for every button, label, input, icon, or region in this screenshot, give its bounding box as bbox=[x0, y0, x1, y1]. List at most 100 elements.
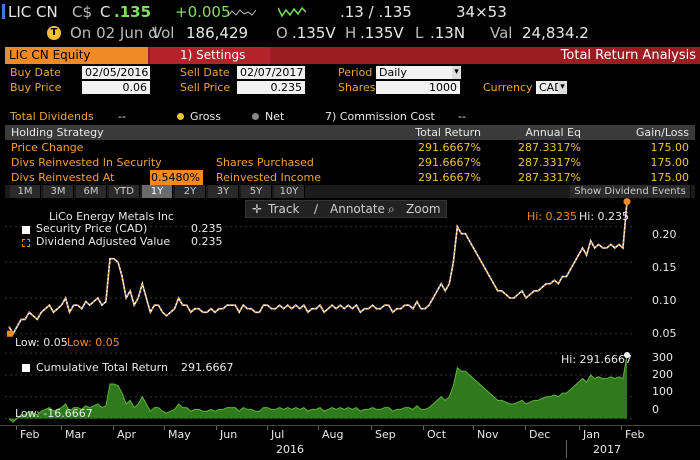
row-label: Divs Reinvested At bbox=[11, 171, 115, 184]
open-value: .135V bbox=[292, 24, 336, 42]
vol-label: Vol bbox=[152, 24, 175, 42]
month-label: Feb bbox=[20, 428, 40, 441]
range-5y[interactable]: 5Y bbox=[241, 185, 272, 198]
ticker-marker bbox=[2, 4, 5, 19]
shares-label: Shares bbox=[338, 81, 376, 94]
annotate-button[interactable]: Annotate bbox=[330, 202, 385, 216]
security-name: LIC CN Equity bbox=[9, 48, 91, 62]
legend-dividend-value: 0.235 bbox=[191, 235, 223, 248]
volume-spark-icon bbox=[278, 6, 306, 18]
range-1m[interactable]: 1M bbox=[10, 185, 41, 198]
buy-price-field[interactable]: 0.06 bbox=[82, 81, 150, 94]
return-chart-svg bbox=[5, 351, 635, 423]
reinvest-rate-field[interactable]: 0.5480% bbox=[150, 170, 203, 185]
month-label: Jun bbox=[220, 428, 238, 441]
y-tick: 0.05 bbox=[652, 327, 677, 340]
track-button[interactable]: Track bbox=[268, 202, 300, 216]
val-value: 24,834.2 bbox=[522, 24, 589, 42]
row-label: Price Change bbox=[11, 141, 84, 154]
annual-eq-cell: 287.3317% bbox=[518, 171, 581, 184]
month-label: Jul bbox=[271, 428, 285, 441]
sell-date-field[interactable]: 02/07/2017 bbox=[237, 66, 305, 79]
ticker-date: On 02 Jun d bbox=[70, 24, 158, 42]
page-title: Total Return Analysis bbox=[560, 48, 696, 63]
low-label-price: Low: 0.05 bbox=[15, 336, 68, 349]
show-dividend-events-button[interactable]: Show Dividend Events bbox=[570, 185, 691, 198]
y-tick: 0 bbox=[652, 403, 659, 416]
month-label: Dec bbox=[529, 428, 551, 441]
range-ytd[interactable]: YTD bbox=[109, 185, 140, 198]
open-label: O bbox=[276, 24, 288, 42]
bid-ask-size: 34×53 bbox=[456, 3, 507, 21]
y-tick: 300 bbox=[652, 351, 673, 364]
gain-loss-cell: 175.00 bbox=[650, 156, 690, 169]
alert-icon[interactable]: T bbox=[47, 26, 61, 40]
table-header: Holding Strategy Total Return Annual Eq … bbox=[5, 125, 695, 140]
month-label: Nov bbox=[477, 428, 499, 441]
month-label: Jan bbox=[583, 428, 600, 441]
range-10y[interactable]: 10Y bbox=[274, 185, 305, 198]
commission-value: -- bbox=[458, 110, 466, 123]
legend-swatch-price bbox=[22, 226, 30, 234]
total-return-cell: 291.6667% bbox=[418, 171, 481, 184]
range-3y[interactable]: 3Y bbox=[208, 185, 239, 198]
search-icon: ⌕ bbox=[388, 202, 395, 216]
net-label: Net bbox=[265, 110, 285, 123]
table-row: Price Change 291.6667% 287.3317% 175.00 bbox=[5, 140, 695, 155]
x-tick bbox=[621, 426, 622, 430]
x-tick bbox=[61, 426, 62, 430]
x-tick bbox=[371, 426, 372, 430]
month-label: Sep bbox=[375, 428, 396, 441]
net-radio[interactable] bbox=[252, 113, 259, 120]
low-label-dividend: Low: 0.05 bbox=[67, 336, 120, 349]
range-6m[interactable]: 6M bbox=[76, 185, 107, 198]
y-tick: 200 bbox=[652, 368, 673, 381]
col-holding-strategy: Holding Strategy bbox=[11, 126, 104, 139]
shares-field[interactable]: 1000 bbox=[376, 81, 460, 94]
return-line bbox=[8, 354, 628, 423]
y-tick: 0.15 bbox=[652, 261, 677, 274]
total-return-cell: 291.6667% bbox=[418, 141, 481, 154]
price-chart[interactable]: ✛ Track ∕ Annotate ⌕ Zoom LiCo Energy Me… bbox=[5, 198, 635, 349]
sell-price-field[interactable]: 0.235 bbox=[237, 81, 305, 94]
x-axis: Feb Mar Apr May Jun Jul Aug Sep Oct Nov Dec Jan Feb … bbox=[0, 425, 700, 460]
y-tick: 100 bbox=[652, 385, 673, 398]
currency-select[interactable]: CAD bbox=[536, 81, 563, 94]
year-label-2017: 2017 bbox=[593, 443, 621, 456]
ticker-bar: LIC CN C$ C .135 +0.005 .13 / .135 34×53… bbox=[0, 0, 700, 44]
hi-label-price: Hi: 0.235 bbox=[579, 210, 630, 223]
security-field[interactable]: LIC CN Equity bbox=[5, 47, 148, 64]
buy-price-label: Buy Price bbox=[10, 81, 62, 94]
buy-date-field[interactable]: 02/05/2016 bbox=[82, 66, 150, 79]
legend-swatch-return bbox=[22, 364, 30, 372]
settings-label: 1) Settings bbox=[180, 48, 246, 62]
x-tick bbox=[16, 426, 17, 430]
chevron-down-icon[interactable]: ▾ bbox=[558, 81, 567, 94]
settings-button[interactable]: 1) Settings bbox=[150, 47, 270, 64]
period-select[interactable]: Daily bbox=[376, 66, 452, 79]
gain-loss-cell: 175.00 bbox=[650, 141, 690, 154]
table-row: Divs Reinvested At 0.5480% Reinvested In… bbox=[5, 170, 695, 185]
range-1y[interactable]: 1Y bbox=[142, 185, 173, 198]
zoom-button[interactable]: Zoom bbox=[406, 202, 441, 216]
commission-button[interactable]: 7) Commission Cost bbox=[325, 110, 435, 123]
price-y-axis: 0.20 0.15 0.10 0.05 bbox=[635, 198, 700, 348]
chevron-down-icon[interactable]: ▾ bbox=[452, 66, 461, 79]
x-tick bbox=[113, 426, 114, 430]
range-2y[interactable]: 2Y bbox=[175, 185, 206, 198]
gain-loss-cell: 175.00 bbox=[650, 171, 690, 184]
buy-date-label: Buy Date bbox=[10, 66, 61, 79]
company-name: LiCo Energy Metals Inc bbox=[49, 210, 174, 223]
col-total-return: Total Return bbox=[415, 126, 481, 139]
annual-eq-cell: 287.3317% bbox=[518, 156, 581, 169]
legend-price-value: 0.235 bbox=[191, 222, 223, 235]
return-chart[interactable]: Cumulative Total Return 291.6667 Hi: 291… bbox=[5, 351, 635, 425]
range-bar: 1M 3M 6M YTD 1Y 2Y 3Y 5Y 10Y Show Divide… bbox=[5, 185, 695, 198]
ticker-symbol[interactable]: LIC CN bbox=[8, 3, 58, 21]
month-label: Oct bbox=[427, 428, 447, 441]
col-annual-eq: Annual Eq bbox=[525, 126, 581, 139]
range-3m[interactable]: 3M bbox=[43, 185, 74, 198]
legend-swatch-dividend bbox=[22, 239, 30, 247]
gross-radio[interactable] bbox=[177, 113, 184, 120]
currency-label: Currency bbox=[483, 81, 533, 94]
